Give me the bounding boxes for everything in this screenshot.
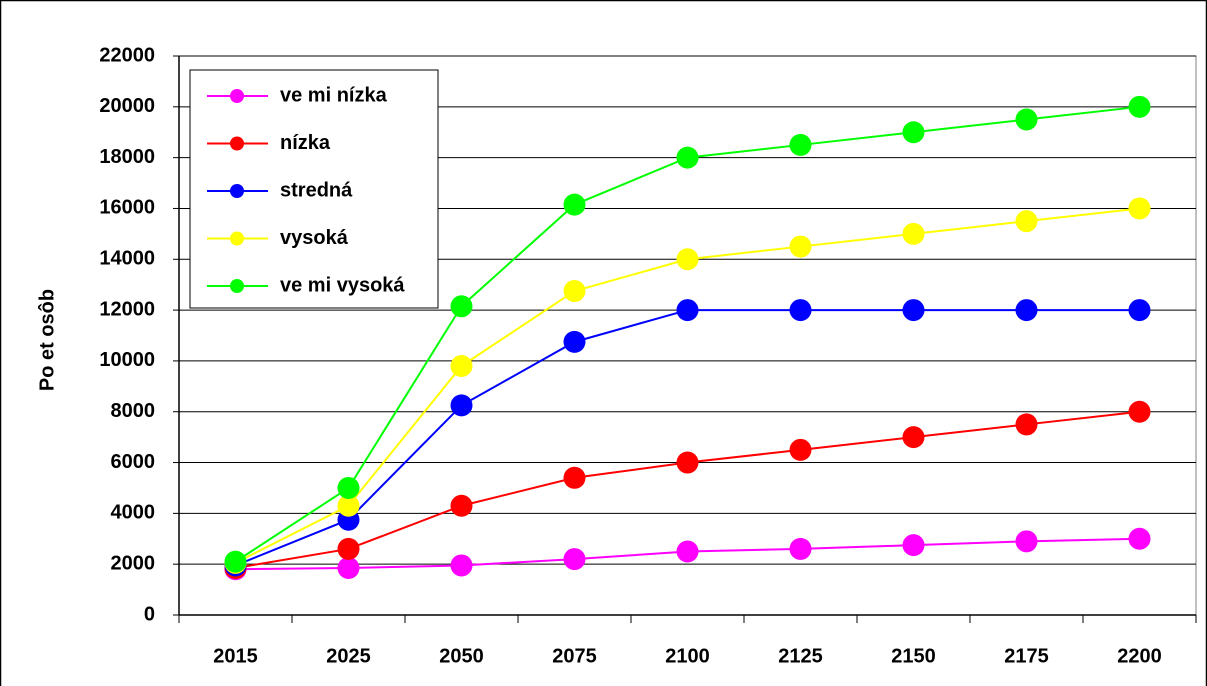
legend-label: stredná — [280, 179, 353, 201]
data-point — [224, 550, 247, 573]
data-point — [1015, 210, 1038, 233]
data-point — [563, 548, 586, 571]
legend-label: vysoká — [280, 227, 349, 249]
legend-label: ve mi vysoká — [280, 274, 405, 296]
y-tick-label: 16000 — [99, 197, 155, 219]
y-axis-label: Po et osôb — [36, 289, 58, 391]
data-point — [450, 554, 473, 577]
data-point — [450, 394, 473, 417]
x-tick-label: 2050 — [439, 645, 484, 667]
y-tick-label: 12000 — [99, 298, 155, 320]
data-point — [1128, 400, 1151, 423]
x-tick-label: 2025 — [326, 645, 371, 667]
x-tick-label: 2075 — [552, 645, 597, 667]
data-point — [450, 494, 473, 517]
y-tick-label: 0 — [144, 603, 155, 625]
y-tick-label: 22000 — [99, 44, 155, 66]
data-point — [337, 537, 360, 560]
data-point — [337, 494, 360, 517]
legend-marker — [230, 89, 244, 103]
data-point — [676, 299, 699, 322]
x-tick-label: 2150 — [891, 645, 936, 667]
data-point — [563, 466, 586, 489]
data-point — [902, 426, 925, 449]
data-point — [676, 146, 699, 169]
y-tick-label: 8000 — [111, 400, 156, 422]
legend-label: ve mi nízka — [280, 84, 388, 106]
legend-label: nízka — [280, 132, 331, 154]
data-point — [450, 295, 473, 318]
data-point — [563, 330, 586, 353]
data-point — [1128, 299, 1151, 322]
data-point — [1015, 530, 1038, 553]
data-point — [902, 121, 925, 144]
data-point — [1128, 197, 1151, 220]
data-point — [563, 193, 586, 216]
y-tick-label: 14000 — [99, 248, 155, 270]
data-point — [902, 534, 925, 557]
y-tick-label: 18000 — [99, 146, 155, 168]
data-point — [337, 556, 360, 579]
data-point — [676, 248, 699, 271]
data-point — [676, 451, 699, 474]
data-point — [789, 133, 812, 156]
data-point — [1015, 108, 1038, 131]
legend-marker — [230, 136, 244, 151]
data-point — [676, 540, 699, 563]
data-point — [902, 222, 925, 245]
x-tick-label: 2175 — [1004, 645, 1049, 667]
data-point — [1128, 527, 1151, 550]
x-tick-label: 2125 — [778, 645, 823, 667]
data-point — [563, 280, 586, 303]
legend-marker — [230, 279, 244, 293]
x-tick-label: 2200 — [1117, 645, 1162, 667]
data-point — [902, 299, 925, 322]
y-tick-label: 20000 — [99, 95, 155, 117]
data-point — [1015, 299, 1038, 322]
data-point — [1015, 413, 1038, 436]
data-point — [789, 299, 812, 322]
data-point — [337, 476, 360, 499]
x-tick-label: 2100 — [665, 645, 710, 667]
legend-marker — [230, 184, 244, 198]
legend-marker — [230, 231, 244, 246]
data-point — [789, 235, 812, 258]
data-point — [1128, 95, 1151, 118]
x-tick-label: 2015 — [213, 645, 258, 667]
data-point — [450, 354, 473, 377]
y-tick-label: 4000 — [111, 502, 156, 524]
y-tick-label: 10000 — [99, 349, 155, 371]
y-tick-label: 6000 — [111, 451, 156, 473]
data-point — [789, 537, 812, 560]
y-tick-label: 2000 — [111, 552, 156, 574]
data-point — [789, 438, 812, 461]
